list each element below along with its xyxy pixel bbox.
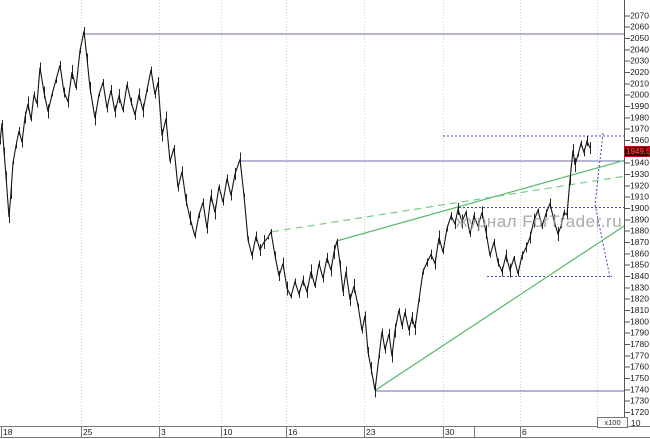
y-axis-label: 1770 xyxy=(630,350,649,360)
y-axis-label: 1850 xyxy=(630,260,649,270)
y-axis-label: 1830 xyxy=(630,282,649,292)
y-axis-label: 1820 xyxy=(630,294,649,304)
y-axis-label: 1840 xyxy=(630,271,649,281)
x-axis-label: 16 xyxy=(288,427,298,437)
y-axis-label: 2060 xyxy=(630,22,649,32)
y-axis-label: 1930 xyxy=(630,169,649,179)
last-price-badge: 1949.5 xyxy=(624,146,650,158)
x-axis-label: 6 xyxy=(522,427,527,437)
y-axis-label: 1790 xyxy=(630,328,649,338)
y-axis-label: 1760 xyxy=(630,362,649,372)
y-axis-label: 2030 xyxy=(630,56,649,66)
y-axis-label: 2010 xyxy=(630,78,649,88)
y-axis-label: 2040 xyxy=(630,44,649,54)
y-axis-label: 1980 xyxy=(630,112,649,122)
scale-multiplier-badge: x100 xyxy=(597,417,628,428)
y-axis-label: 1720 xyxy=(630,407,649,417)
y-axis-label: 1880 xyxy=(630,226,649,236)
x-axis-label: 18 xyxy=(3,427,13,437)
y-axis-label: 2020 xyxy=(630,67,649,77)
trend-line[interactable] xyxy=(374,225,625,391)
y-axis-label: 1970 xyxy=(630,124,649,134)
y-axis-label: 1960 xyxy=(630,135,649,145)
y-axis-label: 1900 xyxy=(630,203,649,213)
y-axis-label: 1870 xyxy=(630,237,649,247)
y-axis-label: 2070 xyxy=(630,10,649,20)
x-axis-label: 30 xyxy=(445,427,455,437)
y-axis-label: 1730 xyxy=(630,396,649,406)
y-axis-label: 1750 xyxy=(630,373,649,383)
price-series-path xyxy=(0,31,591,391)
x-axis-label: 10 xyxy=(223,427,233,437)
axis-corner-label: 10 xyxy=(631,418,641,428)
y-axis-label: 2000 xyxy=(630,90,649,100)
x-axis-label: 25 xyxy=(83,427,93,437)
y-axis-label: 1920 xyxy=(630,180,649,190)
y-axis-label: 1890 xyxy=(630,214,649,224)
trend-line[interactable] xyxy=(336,159,625,242)
trend-line[interactable] xyxy=(271,175,625,233)
y-axis-label: 2050 xyxy=(630,33,649,43)
x-axis-label: 3 xyxy=(161,427,166,437)
y-axis-label: 1740 xyxy=(630,384,649,394)
projection-path xyxy=(594,133,611,278)
y-axis-label: 1800 xyxy=(630,316,649,326)
y-axis-label: 1860 xyxy=(630,248,649,258)
y-axis-label: 1940 xyxy=(630,158,649,168)
y-axis-label: 1910 xyxy=(630,192,649,202)
y-axis-label: 1990 xyxy=(630,101,649,111)
y-axis-label: 1780 xyxy=(630,339,649,349)
x-axis-label: 23 xyxy=(366,427,376,437)
y-axis-label: 1810 xyxy=(630,305,649,315)
